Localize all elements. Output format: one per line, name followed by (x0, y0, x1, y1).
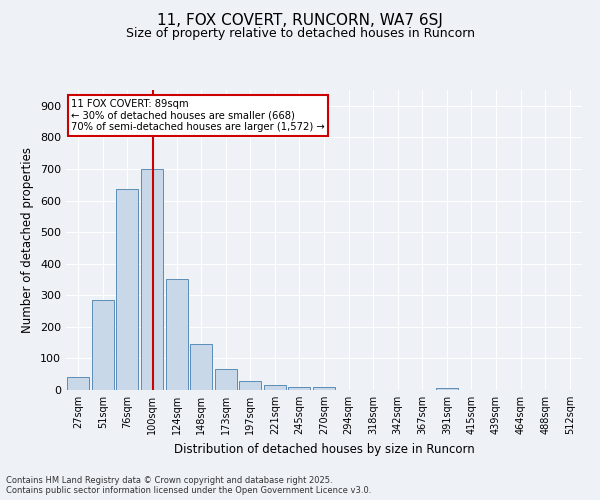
Bar (289, 387, 310, 390)
Text: 11, FOX COVERT, RUNCORN, WA7 6SJ: 11, FOX COVERT, RUNCORN, WA7 6SJ (157, 12, 443, 28)
Text: Contains HM Land Registry data © Crown copyright and database right 2025.
Contai: Contains HM Land Registry data © Crown c… (6, 476, 371, 495)
Bar (313, 388, 335, 390)
Bar (166, 280, 188, 390)
Bar (190, 344, 212, 390)
Bar (67, 378, 89, 390)
Bar (141, 169, 163, 390)
X-axis label: Distribution of detached houses by size in Runcorn: Distribution of detached houses by size … (173, 442, 475, 456)
Bar (116, 190, 139, 390)
Bar (239, 381, 262, 390)
Bar (436, 388, 458, 390)
Bar (215, 370, 237, 390)
Bar (92, 300, 114, 390)
Text: Size of property relative to detached houses in Runcorn: Size of property relative to detached ho… (125, 28, 475, 40)
Text: 11 FOX COVERT: 89sqm
← 30% of detached houses are smaller (668)
70% of semi-deta: 11 FOX COVERT: 89sqm ← 30% of detached h… (71, 99, 325, 132)
Bar (264, 386, 286, 390)
Y-axis label: Number of detached properties: Number of detached properties (22, 147, 34, 333)
